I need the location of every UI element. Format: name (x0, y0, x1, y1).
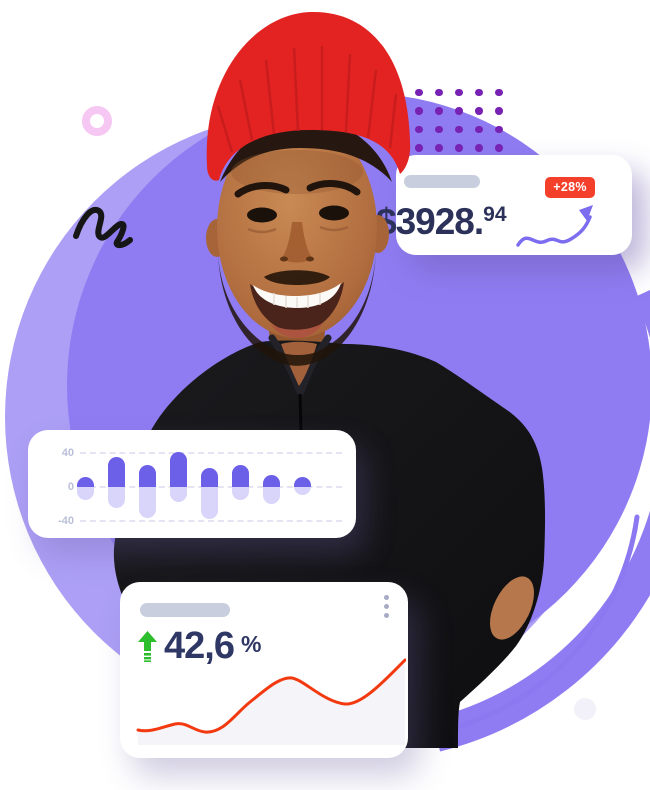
amount-main: $3928. (376, 201, 484, 242)
squiggle-icon (73, 206, 133, 249)
gridline-bottom (80, 520, 342, 522)
trend-arrowhead (579, 205, 593, 221)
percent-badge: +28% (545, 177, 595, 198)
pattern-dot (475, 88, 483, 97)
eyebrow-right (306, 180, 361, 196)
nostril-right (306, 256, 314, 262)
pattern-dot (475, 125, 483, 134)
eye-crease-right (319, 225, 349, 232)
eye-left (247, 207, 277, 223)
growth-card: 42,6 % (120, 582, 408, 758)
growth-unit: % (240, 631, 262, 657)
pattern-dot (435, 144, 443, 152)
pattern-dot (455, 88, 463, 97)
bar (107, 457, 125, 509)
placeholder-pill (404, 175, 480, 188)
pattern-dot (495, 144, 503, 152)
kebab-menu-icon[interactable] (384, 595, 389, 618)
eye-crease-left (247, 227, 277, 234)
gridline-top (80, 452, 342, 454)
pattern-dot (495, 107, 503, 115)
y-tick-0: 0 (67, 481, 74, 493)
eyebrow-left (234, 182, 290, 198)
pattern-dot (475, 144, 483, 152)
eye-right (319, 205, 349, 221)
lower-lip (270, 322, 324, 338)
nose (282, 222, 312, 263)
pattern-dot (475, 107, 483, 115)
green-up-arrow-icon (138, 631, 157, 662)
y-tick-40: 40 (61, 447, 74, 459)
pattern-dot (455, 144, 463, 152)
growth-line-chart (136, 658, 406, 745)
bar (231, 464, 249, 500)
beanie-ribs (216, 46, 398, 153)
pattern-dot (435, 107, 443, 115)
trend-arrow-icon (516, 205, 593, 247)
bar (200, 468, 218, 520)
nostril-left (280, 256, 288, 262)
dot-grid-pattern (409, 83, 509, 157)
pattern-dot (495, 88, 503, 97)
pattern-dot (435, 125, 443, 134)
pattern-dot (415, 125, 423, 134)
y-tick-neg40: -40 (58, 515, 74, 527)
pattern-dot (435, 88, 443, 97)
bar-chart-card: 40 0 -40 (28, 430, 356, 538)
revenue-card: +28% $3928.94 (376, 155, 632, 255)
bar (138, 464, 156, 518)
growth-value: 42,6 (164, 625, 235, 667)
line-chart-path (136, 658, 406, 734)
line-chart-area (138, 660, 405, 745)
bar (262, 475, 280, 504)
pattern-dot (495, 125, 503, 134)
teeth-lines (273, 293, 321, 308)
trend-wave-path (516, 215, 592, 247)
teeth (253, 283, 341, 308)
bar (76, 476, 94, 500)
bar (293, 476, 311, 496)
mustache (264, 270, 330, 285)
pink-donut-decor (82, 106, 112, 136)
squiggle-path (73, 206, 133, 249)
pattern-dot (455, 125, 463, 134)
bar (169, 452, 187, 503)
pattern-dot (455, 107, 463, 115)
pattern-dot (415, 144, 423, 152)
amount-cents: 94 (483, 203, 507, 226)
revenue-amount: $3928.94 (376, 201, 507, 243)
pattern-dot (415, 107, 423, 115)
placeholder-pill (140, 603, 230, 617)
pattern-dot (415, 88, 423, 97)
beanie (206, 11, 411, 181)
growth-stat: 42,6 % (138, 625, 262, 667)
